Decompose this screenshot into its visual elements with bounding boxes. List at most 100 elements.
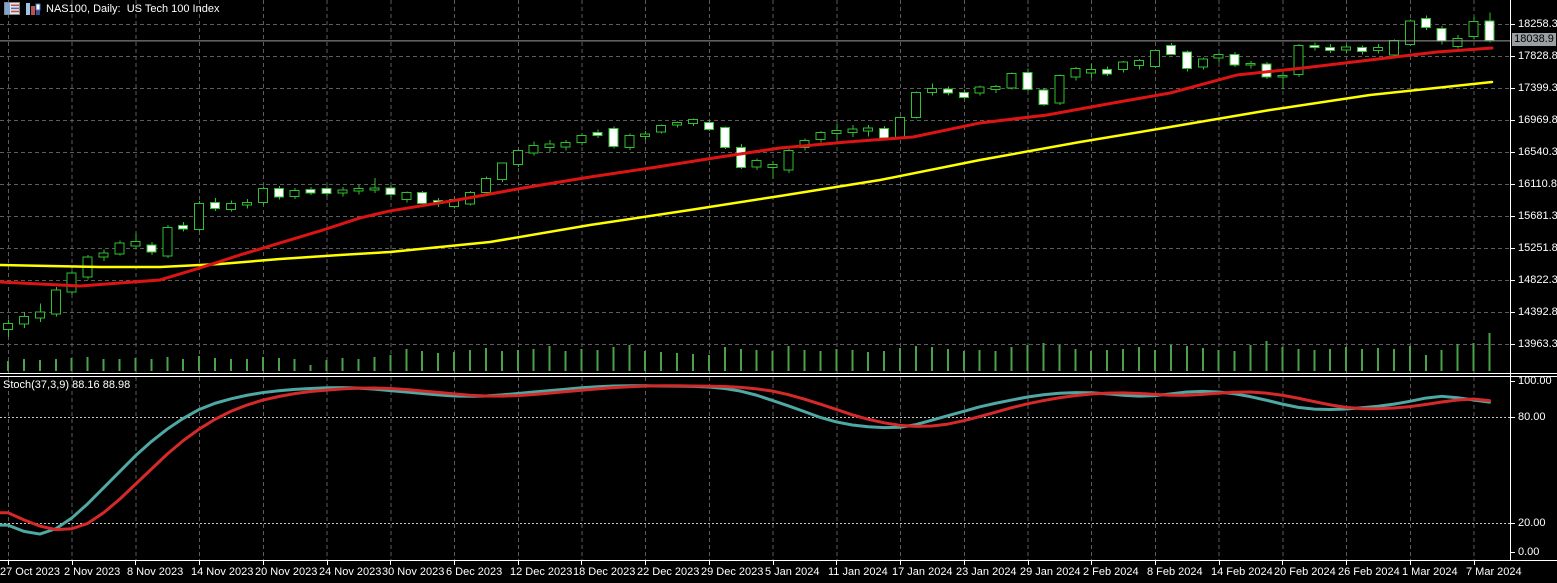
- price-axis-label: 14392.8: [1518, 306, 1557, 318]
- stoch-axis-label: 0.00: [1518, 546, 1540, 558]
- panel-separator-top[interactable]: [0, 373, 1557, 374]
- axis-tick: [1511, 247, 1515, 249]
- panel-separator-bottom[interactable]: [0, 376, 1557, 377]
- date-tick: [900, 561, 901, 565]
- date-tick: [199, 561, 200, 565]
- price-panel[interactable]: [0, 0, 1557, 373]
- date-label: 12 Dec 2023: [510, 566, 573, 578]
- date-label: 24 Nov 2023: [319, 566, 382, 578]
- candles: [3, 12, 1495, 337]
- axis-tick: [1511, 151, 1515, 153]
- date-label: 7 Mar 2024: [1466, 566, 1522, 578]
- date-tick: [135, 561, 136, 565]
- price-grid: [0, 0, 1510, 373]
- date-tick: [1474, 561, 1475, 565]
- stochastic-name: Stoch(37,3,9): [3, 379, 70, 391]
- date-label: 14 Feb 2024: [1211, 566, 1273, 578]
- ma-slow-yellow: [0, 80, 1494, 269]
- date-tick: [518, 561, 519, 565]
- axis-tick: [1511, 183, 1515, 185]
- current-price-tag: 18038.9: [1512, 33, 1556, 46]
- axis-tick: [1511, 343, 1515, 345]
- price-axis-label: 18258.3: [1518, 18, 1557, 30]
- date-tick: [836, 561, 837, 565]
- date-tick: [709, 561, 710, 565]
- price-axis-label: 14822.3: [1518, 274, 1557, 286]
- stoch-axis-label: 20.00: [1518, 517, 1546, 529]
- axis-tick: [1511, 380, 1515, 382]
- price-axis-label: 16110.8: [1518, 178, 1557, 190]
- date-tick: [454, 561, 455, 565]
- date-label: 8 Feb 2024: [1147, 566, 1203, 578]
- date-label: 26 Feb 2024: [1338, 566, 1400, 578]
- stochastic-main-value: 88.16: [72, 379, 100, 391]
- axis-tick: [1511, 119, 1515, 121]
- date-tick: [1282, 561, 1283, 565]
- date-label: 29 Dec 2023: [701, 566, 764, 578]
- date-tick: [1219, 561, 1220, 565]
- date-label: 29 Jan 2024: [1020, 566, 1081, 578]
- date-label: 2 Nov 2023: [64, 566, 121, 578]
- price-axis[interactable]: 18258.3 17828.8 17399.3 16969.8 16540.3 16110…: [1510, 0, 1557, 560]
- stochastic-label: Stoch(37,3,9) 88.16 88.98: [3, 379, 130, 391]
- stochastic-panel[interactable]: [0, 377, 1557, 560]
- axis-tick: [1511, 551, 1515, 553]
- volume-bars: [7, 333, 1491, 371]
- date-tick: [964, 561, 965, 565]
- grid-icon[interactable]: [4, 2, 20, 15]
- axis-tick: [1511, 55, 1515, 57]
- date-label: 14 Nov 2023: [191, 566, 254, 578]
- axis-tick: [1511, 522, 1515, 524]
- axis-tick: [1511, 311, 1515, 313]
- ma-fast-red: [0, 46, 1494, 288]
- stoch-axis-label: 80.00: [1518, 411, 1546, 423]
- chart-titlebar: NAS100, Daily: US Tech 100 Index: [4, 2, 219, 15]
- axis-tick: [1511, 23, 1515, 25]
- date-label: 27 Oct 2023: [0, 566, 60, 578]
- date-label: 23 Jan 2024: [956, 566, 1017, 578]
- price-axis-label: 16969.8: [1518, 114, 1557, 126]
- chart-title: NAS100, Daily: US Tech 100 Index: [46, 2, 220, 15]
- date-label: 30 Nov 2023: [382, 566, 445, 578]
- date-label: 11 Jan 2024: [828, 566, 888, 578]
- date-tick: [1410, 561, 1411, 565]
- date-label: 5 Jan 2024: [765, 566, 820, 578]
- stoch-signal-line: [0, 384, 1491, 532]
- date-label: 22 Dec 2023: [637, 566, 700, 578]
- price-axis-label: 17828.8: [1518, 50, 1557, 62]
- date-tick: [645, 561, 646, 565]
- price-axis-label: 15681.3: [1518, 210, 1557, 222]
- price-axis-label: 17399.3: [1518, 82, 1557, 94]
- axis-tick: [1511, 215, 1515, 217]
- date-label: 6 Dec 2023: [446, 566, 503, 578]
- date-tick: [72, 561, 73, 565]
- stoch-main-line: [0, 384, 1491, 536]
- axis-tick: [1511, 87, 1515, 89]
- bar-chart-icon[interactable]: [25, 2, 41, 15]
- date-axis[interactable]: 27 Oct 2023 2 Nov 2023 8 Nov 2023 14 Nov 20…: [0, 560, 1557, 583]
- date-tick: [773, 561, 774, 565]
- stoch-axis-label: 100.00: [1518, 375, 1552, 387]
- date-tick: [1091, 561, 1092, 565]
- date-label: 18 Dec 2023: [573, 566, 636, 578]
- date-label: 2 Feb 2024: [1083, 566, 1139, 578]
- date-tick: [1155, 561, 1156, 565]
- date-tick: [263, 561, 264, 565]
- axis-tick: [1511, 416, 1515, 418]
- date-tick: [327, 561, 328, 565]
- date-tick: [1028, 561, 1029, 565]
- date-label: 8 Nov 2023: [127, 566, 184, 578]
- date-label: 20 Nov 2023: [255, 566, 318, 578]
- price-axis-label: 13963.3: [1518, 338, 1557, 350]
- date-tick: [390, 561, 391, 565]
- date-label: 1 Mar 2024: [1402, 566, 1458, 578]
- price-axis-label: 16540.3: [1518, 146, 1557, 158]
- stochastic-signal-value: 88.98: [102, 379, 131, 391]
- price-axis-label: 15251.8: [1518, 242, 1557, 254]
- date-tick: [581, 561, 582, 565]
- axis-tick: [1511, 279, 1515, 281]
- date-tick: [8, 561, 9, 565]
- date-tick: [1346, 561, 1347, 565]
- date-label: 17 Jan 2024: [892, 566, 953, 578]
